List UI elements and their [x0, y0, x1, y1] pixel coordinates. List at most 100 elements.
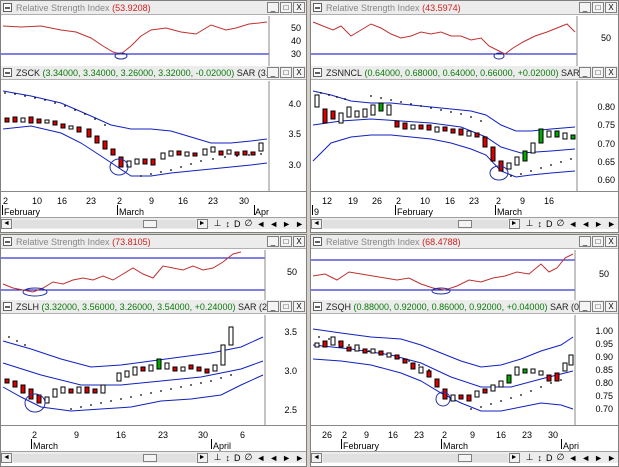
next-icon[interactable]: ► — [282, 452, 292, 463]
close-button[interactable]: X — [293, 67, 305, 78]
maximize-button[interactable]: □ — [592, 2, 604, 13]
pane-menu-icon[interactable] — [3, 3, 12, 12]
indicator-icon[interactable]: ∅ — [244, 452, 253, 462]
scroll-left-icon[interactable]: ◄ — [311, 452, 322, 463]
fit-icon[interactable]: ⊥ — [525, 452, 534, 462]
prev-icon[interactable]: ◄ — [581, 452, 591, 463]
next-icon[interactable]: ► — [594, 218, 604, 229]
month-label: Apr — [255, 207, 270, 217]
minimize-button[interactable]: _ — [267, 2, 279, 13]
scroll-track[interactable] — [13, 219, 196, 228]
rsi-tick: 50 — [600, 33, 611, 43]
maximize-button[interactable]: □ — [280, 236, 292, 247]
next-icon[interactable]: ► — [282, 218, 292, 229]
pane-menu-icon[interactable] — [313, 237, 322, 246]
scrollbar[interactable]: ◄ ► ⊥ ↕ D ∅ ◄ ◄ ► ► — [311, 451, 618, 463]
minimize-button[interactable]: _ — [267, 236, 279, 247]
scroll-right-icon[interactable]: ► — [196, 218, 208, 229]
maximize-button[interactable]: □ — [280, 2, 292, 13]
pane-menu-icon[interactable] — [313, 68, 322, 77]
scroll-left-icon[interactable]: ◄ — [1, 218, 12, 229]
indicator-icon[interactable]: ∅ — [244, 218, 253, 228]
fit-icon[interactable]: ⊥ — [213, 218, 222, 228]
minimize-button[interactable]: _ — [267, 301, 279, 312]
price-title-bar[interactable]: ZSCK (3.34000, 3.34000, 3.26000, 3.32000… — [1, 66, 306, 80]
month-label: February — [397, 207, 434, 217]
last-icon[interactable]: ► — [295, 218, 304, 229]
fit-icon[interactable]: ⊥ — [213, 452, 222, 462]
maximize-button[interactable]: □ — [592, 236, 604, 247]
scroll-right-icon[interactable]: ► — [196, 452, 208, 463]
period-daily-icon[interactable]: D — [233, 452, 241, 463]
nav-toolbar: ⊥ ↕ D ∅ ◄ ◄ ► ► — [212, 218, 306, 229]
scrollbar[interactable]: ◄ ► ⊥ ↕ D ∅ ◄ ◄ ► ► — [1, 217, 306, 229]
first-icon[interactable]: ◄ — [256, 218, 266, 229]
price-title-bar[interactable]: ZSLH (3.32000, 3.56000, 3.26000, 3.54000… — [1, 300, 306, 314]
last-icon[interactable]: ► — [295, 452, 304, 463]
pane-menu-icon[interactable] — [313, 3, 322, 12]
zoom-icon[interactable]: ↕ — [225, 218, 230, 229]
minimize-button[interactable]: _ — [579, 2, 591, 13]
close-button[interactable]: X — [293, 236, 305, 247]
pane-menu-icon[interactable] — [3, 68, 12, 77]
rsi-title-bar[interactable]: Relative Strength Index (53.9208) _ □ X — [1, 1, 306, 15]
rsi-title-bar[interactable]: Relative Strength Index (73.8105) _ □ X — [1, 235, 306, 249]
maximize-button[interactable]: □ — [592, 67, 604, 78]
zoom-icon[interactable]: ↕ — [537, 218, 542, 229]
scroll-track[interactable] — [13, 453, 196, 462]
scroll-thumb[interactable] — [143, 219, 157, 228]
last-icon[interactable]: ► — [607, 218, 616, 229]
price-title-bar[interactable]: ZSQH (0.88000, 0.92000, 0.86000, 0.92000… — [311, 300, 618, 314]
scroll-thumb[interactable] — [458, 219, 472, 228]
minimize-button[interactable]: _ — [267, 67, 279, 78]
scroll-right-icon[interactable]: ► — [508, 452, 520, 463]
prev-icon[interactable]: ◄ — [269, 218, 279, 229]
indicator-icon[interactable]: ∅ — [556, 218, 565, 228]
close-button[interactable]: X — [293, 2, 305, 13]
period-daily-icon[interactable]: D — [233, 218, 241, 229]
minimize-button[interactable]: _ — [579, 301, 591, 312]
pane-menu-icon[interactable] — [3, 302, 12, 311]
rsi-title-bar[interactable]: Relative Strength Index (68.4788) _ □ X — [311, 235, 618, 249]
minimize-button[interactable]: _ — [579, 67, 591, 78]
scrollbar[interactable]: ◄ ► ⊥ ↕ D ∅ ◄ ◄ ► ► — [311, 217, 618, 229]
pane-menu-icon[interactable] — [3, 237, 12, 246]
scroll-left-icon[interactable]: ◄ — [311, 218, 322, 229]
maximize-button[interactable]: □ — [592, 301, 604, 312]
date-tick: 30 — [548, 430, 559, 440]
minimize-button[interactable]: _ — [579, 236, 591, 247]
close-button[interactable]: X — [293, 301, 305, 312]
scroll-right-icon[interactable]: ► — [508, 218, 520, 229]
scrollbar[interactable]: ◄ ► ⊥ ↕ D ∅ ◄ ◄ ► ► — [1, 451, 306, 463]
scroll-track[interactable] — [323, 453, 508, 462]
next-icon[interactable]: ► — [594, 452, 604, 463]
scroll-left-icon[interactable]: ◄ — [1, 452, 12, 463]
last-icon[interactable]: ► — [607, 452, 616, 463]
close-button[interactable]: X — [605, 67, 617, 78]
period-daily-icon[interactable]: D — [545, 218, 553, 229]
close-button[interactable]: X — [605, 236, 617, 247]
prev-icon[interactable]: ◄ — [581, 218, 591, 229]
first-icon[interactable]: ◄ — [256, 452, 266, 463]
period-daily-icon[interactable]: D — [545, 452, 553, 463]
prev-icon[interactable]: ◄ — [269, 452, 279, 463]
month-label: Apri — [563, 441, 580, 451]
date-tick: 16 — [57, 196, 68, 206]
close-button[interactable]: X — [605, 2, 617, 13]
first-icon[interactable]: ◄ — [568, 218, 578, 229]
rsi-title-bar[interactable]: Relative Strength Index (43.5974) _ □ X — [311, 1, 618, 15]
pane-menu-icon[interactable] — [313, 302, 322, 311]
scroll-track[interactable] — [323, 219, 508, 228]
close-button[interactable]: X — [605, 301, 617, 312]
first-icon[interactable]: ◄ — [568, 452, 578, 463]
rsi-plot — [311, 250, 576, 300]
fit-icon[interactable]: ⊥ — [525, 218, 534, 228]
zoom-icon[interactable]: ↕ — [225, 452, 230, 463]
indicator-icon[interactable]: ∅ — [556, 452, 565, 462]
maximize-button[interactable]: □ — [280, 301, 292, 312]
maximize-button[interactable]: □ — [280, 67, 292, 78]
scroll-thumb[interactable] — [143, 453, 157, 462]
price-title-bar[interactable]: ZSNNCL (0.64000, 0.68000, 0.64000, 0.660… — [311, 66, 618, 80]
zoom-icon[interactable]: ↕ — [537, 452, 542, 463]
scroll-thumb[interactable] — [458, 453, 472, 462]
